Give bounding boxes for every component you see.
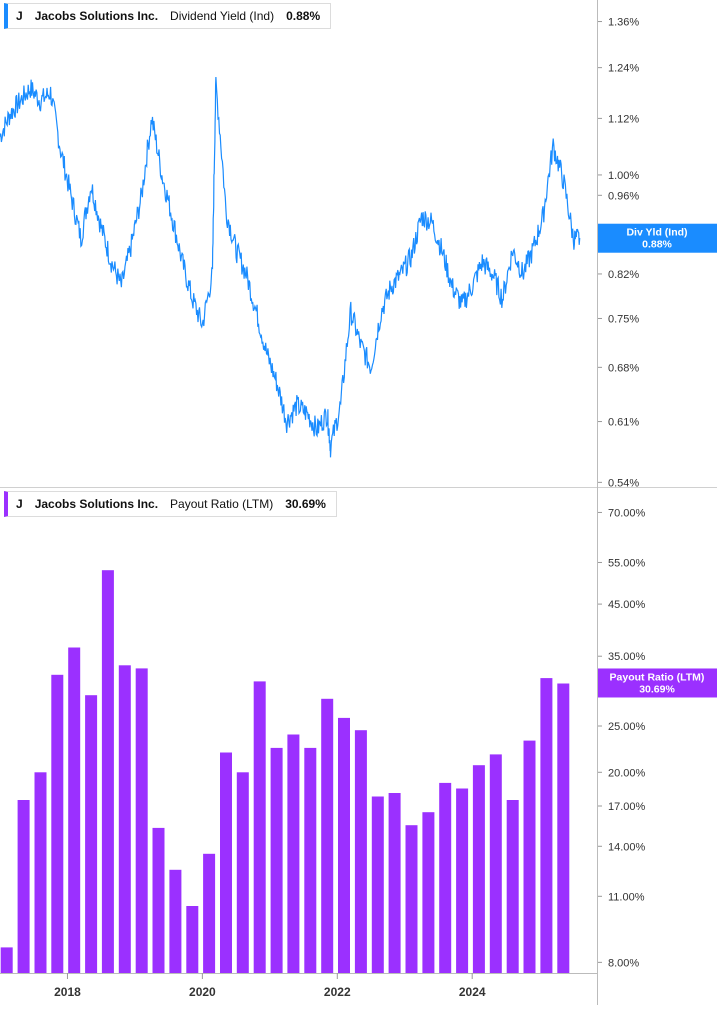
yield-panel [0, 76, 581, 458]
payout-y-tick-label: 45.00% [608, 599, 646, 611]
yield-legend-metric: Dividend Yield (Ind) [170, 9, 275, 23]
payout-bar [540, 678, 553, 973]
payout-tag-value: 30.69% [639, 683, 675, 695]
payout-bar [338, 717, 350, 973]
x-tick-label: 2018 [54, 985, 81, 999]
payout-bar [557, 683, 570, 973]
yield-y-tick-label: 0.68% [608, 362, 639, 374]
payout-bar [220, 752, 232, 973]
payout-y-tick-label: 17.00% [608, 801, 646, 813]
payout-bar [456, 788, 469, 973]
payout-panel [0, 570, 570, 973]
x-tick-label: 2022 [324, 985, 351, 999]
yield-y-tick-label: 1.24% [608, 63, 639, 75]
payout-bar [388, 793, 401, 973]
yield-y-tick-label: 0.82% [608, 269, 639, 281]
payout-bar [0, 947, 13, 973]
payout-y-tick-label: 25.00% [608, 721, 646, 733]
payout-legend-metric: Payout Ratio (LTM) [170, 497, 274, 511]
payout-bar [152, 827, 165, 973]
payout-bar [253, 681, 266, 973]
yield-value-tag [598, 223, 717, 253]
payout-y-tick-label: 35.00% [608, 651, 646, 663]
payout-bar [118, 665, 131, 973]
payout-value-tag [598, 668, 717, 698]
yield-legend-company: Jacobs Solutions Inc. [34, 9, 159, 23]
yield-legend-value: 0.88% [286, 9, 321, 23]
payout-bar [354, 730, 367, 973]
yield-legend: J Jacobs Solutions Inc. Dividend Yield (… [4, 3, 332, 29]
payout-bar [169, 869, 182, 973]
payout-bar [405, 825, 418, 973]
payout-bar [101, 570, 114, 973]
payout-tag-label: Payout Ratio (LTM) [610, 671, 705, 683]
payout-y-tick-label: 20.00% [608, 767, 646, 779]
x-tick-label: 2020 [189, 985, 216, 999]
payout-legend-ticker: J [16, 497, 23, 511]
payout-bar [422, 812, 435, 973]
payout-bar [68, 647, 81, 973]
yield-y-tick-label: 1.00% [608, 170, 639, 182]
yield-y-tick-label: 0.54% [608, 477, 639, 489]
payout-bar [17, 800, 30, 973]
yield-y-tick-label: 0.75% [608, 313, 639, 325]
yield-y-tick-label: 1.12% [608, 113, 639, 125]
yield-y-tick-label: 1.36% [608, 17, 639, 29]
payout-y-tick-label: 14.00% [608, 841, 646, 853]
payout-y-tick-label: 55.00% [608, 557, 646, 569]
payout-y-tick-label: 8.00% [608, 957, 639, 969]
payout-bar [34, 772, 47, 973]
payout-bar [236, 772, 249, 973]
payout-legend-value: 30.69% [285, 497, 326, 511]
payout-bar [506, 800, 519, 973]
yield-y-tick-label: 0.96% [608, 190, 639, 202]
payout-bar [489, 754, 502, 973]
payout-bar [135, 668, 148, 973]
yield-y-tick-label: 0.61% [608, 417, 639, 429]
payout-y-tick-label: 11.00% [608, 891, 645, 903]
payout-bar [321, 698, 334, 973]
yield-tag-label: Div Yld (Ind) [626, 227, 687, 239]
yield-tag-value: 0.88% [642, 239, 672, 251]
payout-bar [186, 906, 199, 973]
yield-legend-ticker: J [16, 9, 23, 23]
payout-bar [203, 853, 216, 973]
dividend-yield-line [0, 76, 581, 458]
payout-bar [51, 674, 64, 973]
payout-bar [523, 740, 536, 973]
payout-bar [472, 765, 485, 973]
payout-bar [287, 734, 300, 973]
payout-bar [371, 796, 384, 973]
payout-bar [270, 747, 283, 973]
payout-legend-company: Jacobs Solutions Inc. [34, 497, 159, 511]
payout-y-tick-label: 70.00% [608, 507, 646, 519]
x-tick-label: 2024 [459, 985, 486, 999]
payout-bar [304, 747, 317, 973]
payout-bar [85, 695, 98, 973]
payout-bar [439, 782, 452, 973]
payout-legend: J Jacobs Solutions Inc. Payout Ratio (LT… [4, 491, 337, 517]
